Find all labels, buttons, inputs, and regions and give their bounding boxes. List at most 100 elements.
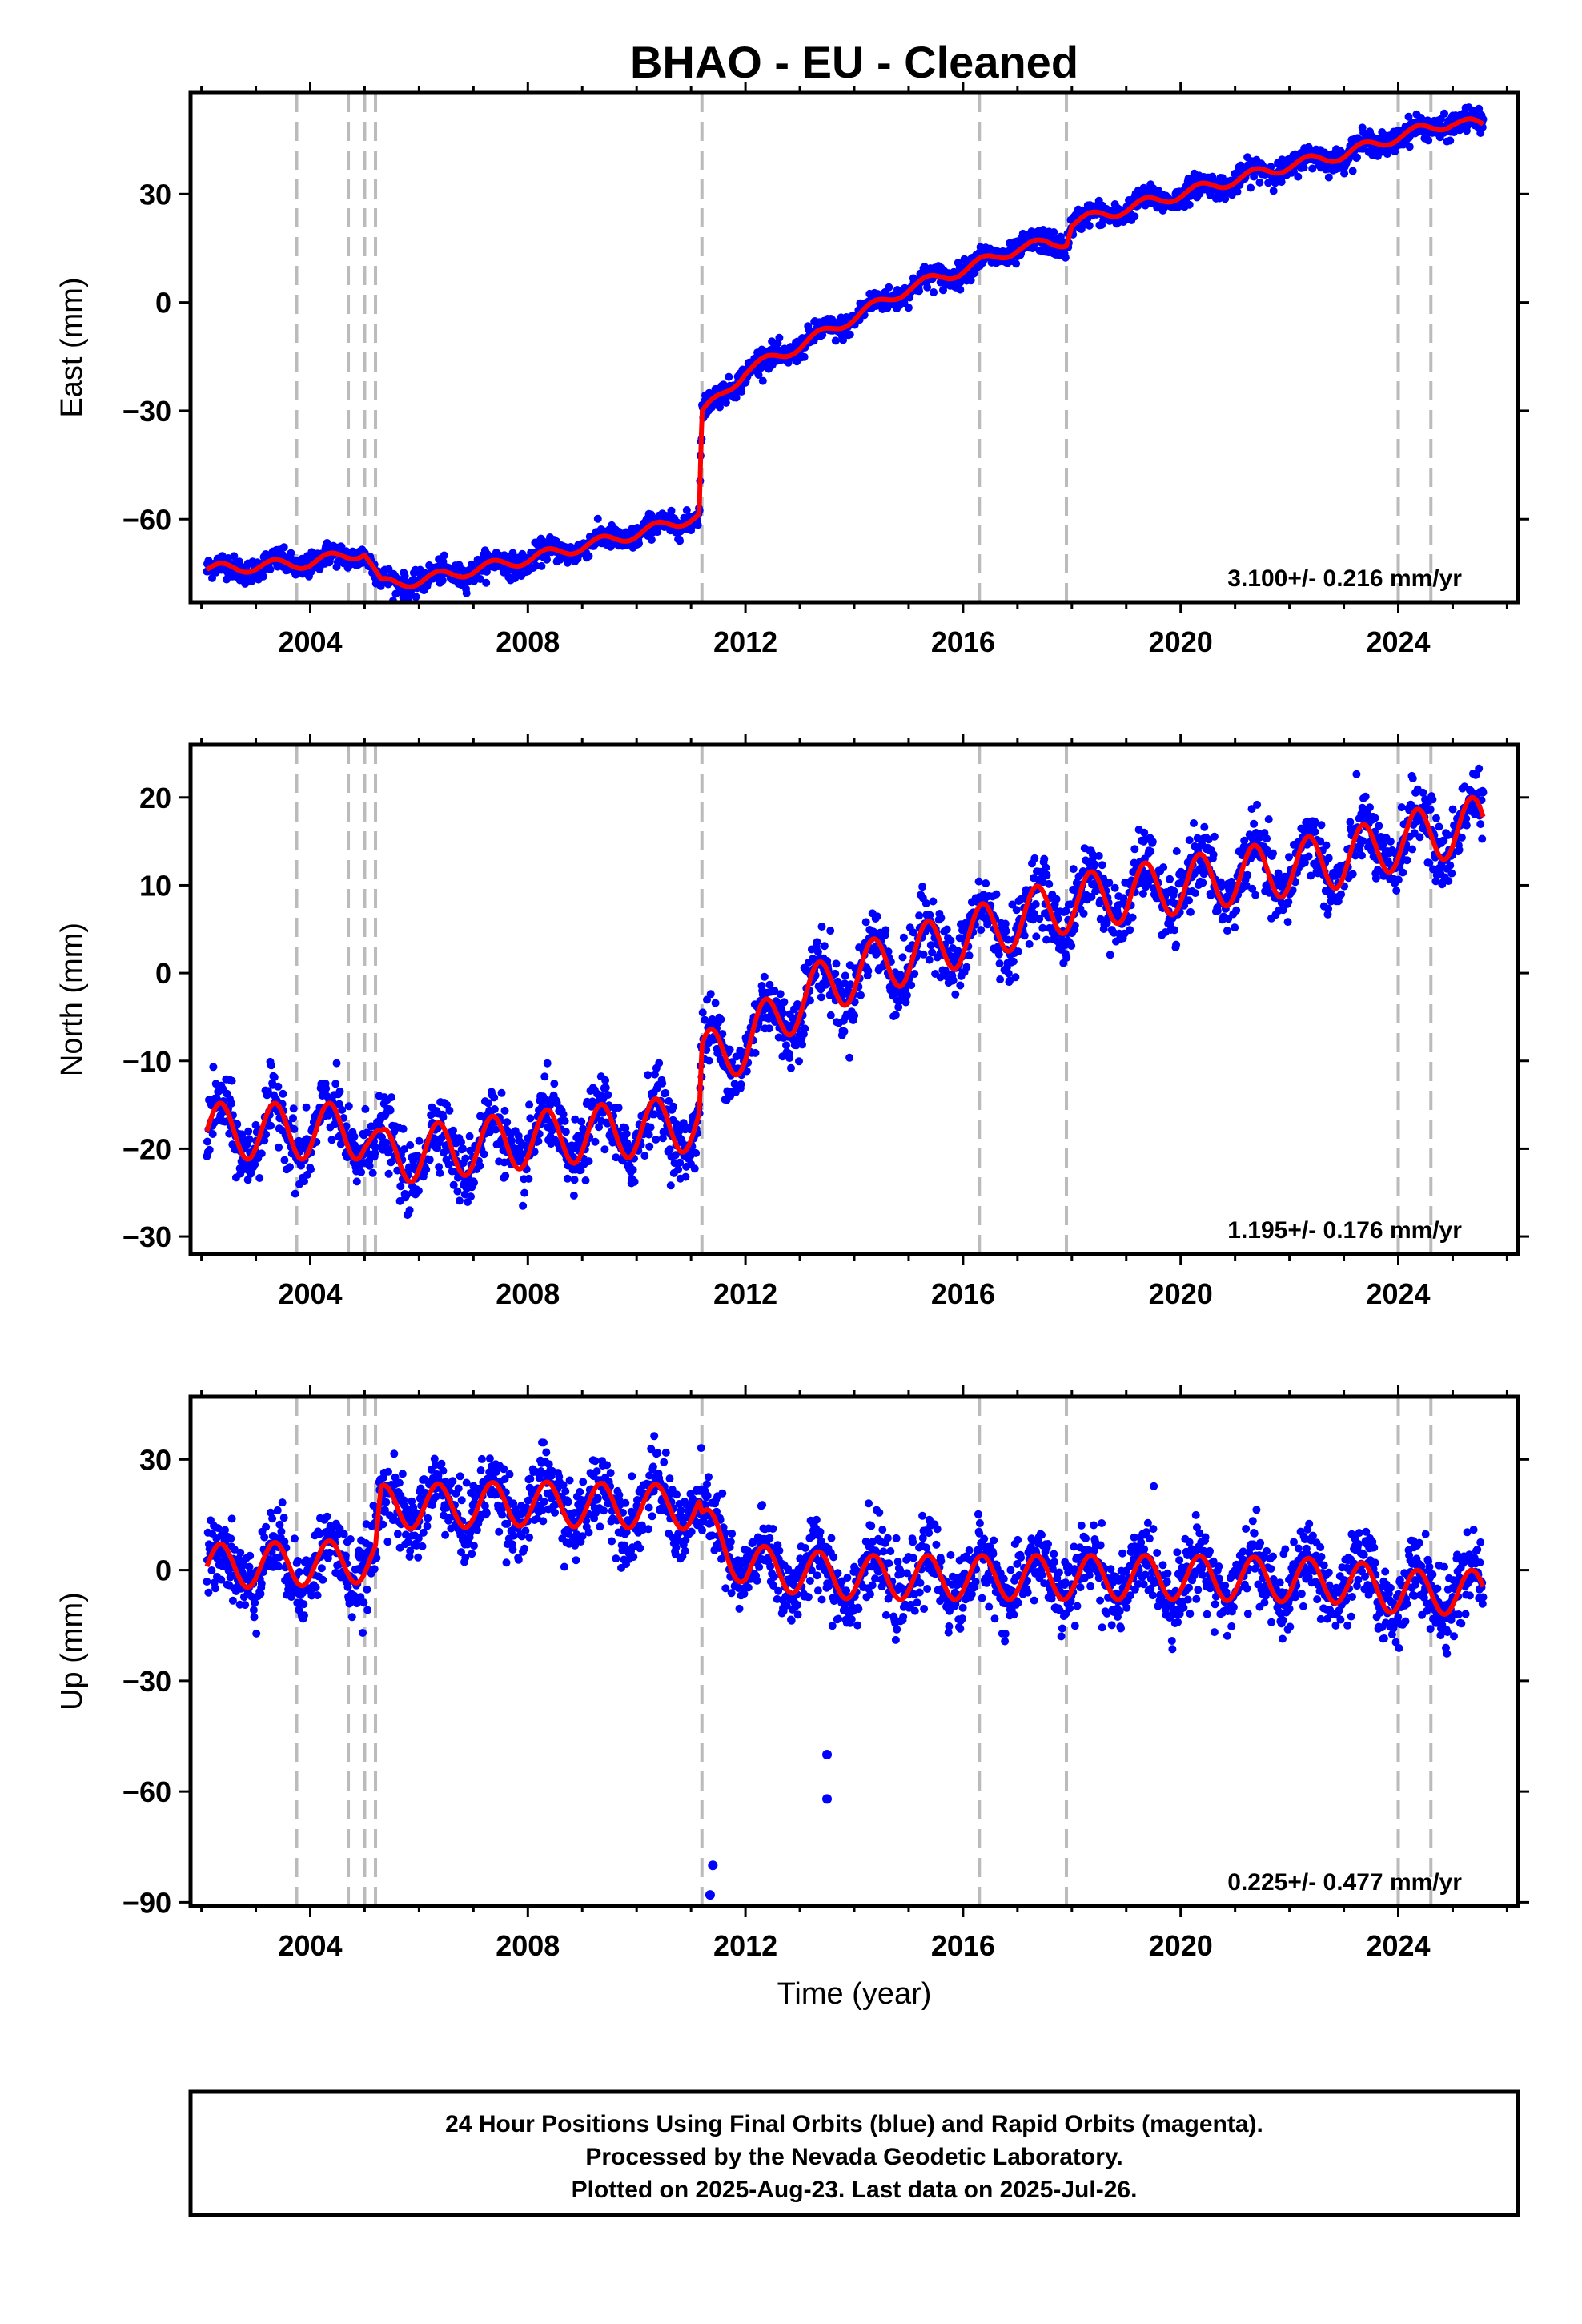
data-point xyxy=(307,568,315,576)
data-point xyxy=(1061,253,1070,262)
data-point xyxy=(751,1048,760,1057)
y-tick-label: −30 xyxy=(122,1220,171,1253)
data-point xyxy=(267,1121,275,1130)
data-point xyxy=(644,1130,653,1139)
y-tick-label: −10 xyxy=(122,1045,171,1078)
data-point xyxy=(1371,814,1379,822)
data-point xyxy=(1304,852,1313,861)
data-point xyxy=(1232,906,1241,915)
y-tick-label: −20 xyxy=(122,1132,171,1165)
panel-north: 2004 2008 2012 2016 2020 202420100−10−20−30No… xyxy=(55,734,1529,1310)
data-point xyxy=(1231,923,1239,932)
data-point xyxy=(780,998,789,1007)
data-point xyxy=(1040,854,1049,863)
data-point xyxy=(1020,931,1029,940)
data-point xyxy=(1478,834,1487,843)
data-point xyxy=(1032,932,1041,941)
data-point xyxy=(1457,833,1466,842)
data-point xyxy=(800,352,809,361)
data-point xyxy=(1263,834,1271,843)
data-point xyxy=(438,576,447,585)
data-point xyxy=(671,1151,680,1160)
data-point xyxy=(1199,879,1207,887)
data-point xyxy=(1283,918,1292,927)
data-point xyxy=(289,1104,298,1113)
data-point xyxy=(327,1136,336,1144)
data-point xyxy=(921,899,930,907)
data-point xyxy=(543,555,551,564)
data-point xyxy=(1394,875,1403,884)
data-point xyxy=(826,927,835,935)
y-tick-label: −60 xyxy=(122,503,171,536)
data-point xyxy=(1426,805,1435,814)
x-tick-label: 2020 xyxy=(1149,1277,1213,1310)
data-point xyxy=(579,1124,588,1133)
data-point xyxy=(263,1087,272,1096)
data-point xyxy=(915,287,924,296)
data-point xyxy=(974,877,983,886)
data-point xyxy=(1386,837,1395,846)
data-point xyxy=(543,1059,552,1068)
data-point xyxy=(461,1154,470,1163)
x-tick-label: 2008 xyxy=(496,625,560,658)
data-point xyxy=(459,1144,467,1153)
data-point xyxy=(1440,109,1448,118)
data-point xyxy=(400,1145,408,1153)
y-tick-label: −30 xyxy=(122,395,171,428)
data-point xyxy=(1172,940,1181,949)
x-tick-label: 2020 xyxy=(1149,625,1213,658)
data-point xyxy=(966,276,975,285)
data-point xyxy=(622,1129,631,1138)
data-point xyxy=(449,1126,457,1135)
data-point xyxy=(227,1076,236,1085)
data-point xyxy=(640,1152,649,1160)
data-point xyxy=(267,1061,275,1070)
data-point xyxy=(915,911,924,920)
data-point xyxy=(1432,814,1440,822)
data-point xyxy=(1322,841,1331,850)
data-point xyxy=(1358,851,1366,860)
data-point xyxy=(826,1011,835,1019)
data-point xyxy=(1405,143,1414,151)
data-point xyxy=(926,941,935,950)
data-point xyxy=(1045,879,1054,888)
data-point xyxy=(1106,951,1114,959)
data-point xyxy=(956,981,965,990)
data-point xyxy=(1269,187,1278,195)
data-point xyxy=(1324,854,1333,862)
data-point xyxy=(1030,854,1039,862)
data-point xyxy=(581,1176,590,1184)
data-point xyxy=(742,1067,751,1076)
data-point xyxy=(230,552,239,561)
data-point xyxy=(995,959,1004,968)
data-point xyxy=(650,1110,659,1119)
data-point xyxy=(540,1072,549,1081)
data-point xyxy=(361,1104,370,1113)
data-point xyxy=(1002,927,1010,935)
data-point xyxy=(382,1138,391,1147)
data-point xyxy=(646,1123,655,1132)
data-point xyxy=(1284,898,1293,907)
data-point xyxy=(1009,957,1018,966)
data-point xyxy=(1371,874,1380,883)
data-point xyxy=(994,950,1003,959)
data-point xyxy=(679,1119,688,1128)
data-point xyxy=(476,1112,484,1120)
data-point xyxy=(500,1106,509,1115)
data-point xyxy=(894,1003,903,1011)
chart-title: BHAO - EU - Cleaned xyxy=(630,37,1078,87)
data-point xyxy=(593,514,602,523)
data-point xyxy=(655,1059,664,1068)
data-point xyxy=(1223,927,1231,935)
data-point xyxy=(209,1063,218,1072)
data-point xyxy=(286,1163,294,1172)
data-point xyxy=(666,1181,675,1190)
data-point xyxy=(1031,900,1040,908)
data-point xyxy=(1069,865,1078,874)
data-point xyxy=(368,1168,377,1177)
data-point xyxy=(873,912,881,921)
data-point xyxy=(690,1164,699,1173)
data-point xyxy=(476,575,484,583)
data-point xyxy=(520,1188,529,1197)
data-point xyxy=(665,1096,673,1105)
